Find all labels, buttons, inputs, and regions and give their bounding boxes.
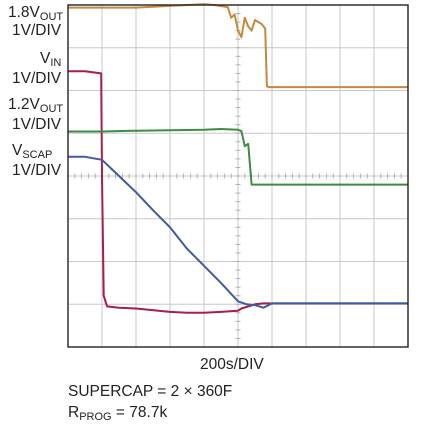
channel-label-1v8: 1.8VOUT xyxy=(8,4,64,23)
trace-1v2-out xyxy=(68,128,408,186)
chart-grid xyxy=(67,4,409,348)
x-axis-label: 200s/DIV xyxy=(200,356,264,373)
channel-scale-1v2: 1V/DIV xyxy=(12,116,62,133)
channel-scale-vin: 1V/DIV xyxy=(12,70,62,87)
chart-traces xyxy=(68,3,408,314)
plot-frame xyxy=(67,4,409,348)
trace-vscap xyxy=(68,155,408,309)
channel-scale-vscap: 1V/DIV xyxy=(12,162,62,179)
channel-label-vin: VIN xyxy=(40,50,62,69)
supercap-note: SUPERCAP = 2 × 360F xyxy=(68,383,233,400)
channel-label-vscap: VSCAP xyxy=(12,142,53,161)
rprog-note: RPROG = 78.7k xyxy=(68,404,168,423)
channel-label-1v2: 1.2VOUT xyxy=(8,96,64,115)
channel-scale-1v8: 1V/DIV xyxy=(12,22,62,39)
trace-1v8-out xyxy=(68,3,408,89)
